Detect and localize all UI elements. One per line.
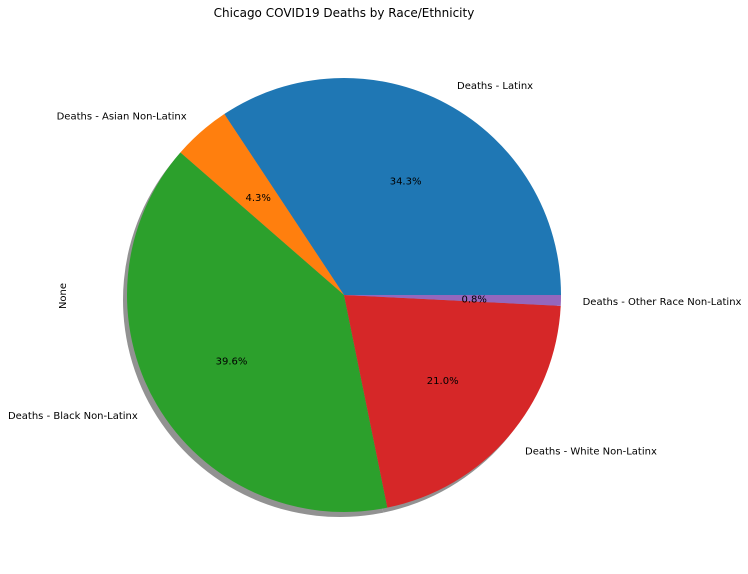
label-deaths-latinx: Deaths - Latinx bbox=[457, 81, 533, 92]
label-deaths-black-non-latinx: Deaths - Black Non-Latinx bbox=[8, 411, 138, 422]
pie-percent-labels: 34.3% 4.3% 39.6% 21.0% 0.8% bbox=[216, 176, 487, 387]
percent-deaths-latinx: 34.3% bbox=[390, 176, 422, 187]
y-axis-label: None bbox=[58, 283, 69, 309]
percent-deaths-asian-non-latinx: 4.3% bbox=[245, 193, 270, 204]
pie-labels: Deaths - Latinx Deaths - Asian Non-Latinx… bbox=[8, 81, 742, 458]
slice-deaths-other-race-non-latinx bbox=[344, 295, 561, 306]
percent-deaths-white-non-latinx: 21.0% bbox=[427, 376, 459, 387]
chart-title: Chicago COVID19 Deaths by Race/Ethnicity bbox=[214, 6, 475, 20]
slice-deaths-asian-non-latinx bbox=[180, 114, 344, 295]
pie-slices bbox=[127, 77, 562, 513]
percent-deaths-black-non-latinx: 39.6% bbox=[216, 357, 248, 368]
slice-deaths-latinx bbox=[224, 77, 562, 295]
label-deaths-asian-non-latinx: Deaths - Asian Non-Latinx bbox=[57, 112, 187, 123]
label-deaths-white-non-latinx: Deaths - White Non-Latinx bbox=[525, 447, 657, 458]
percent-deaths-other-race-non-latinx: 0.8% bbox=[461, 294, 486, 305]
label-deaths-other-race-non-latinx: Deaths - Other Race Non-Latinx bbox=[583, 297, 742, 308]
slice-deaths-black-non-latinx bbox=[127, 152, 388, 513]
slice-deaths-white-non-latinx bbox=[344, 295, 561, 508]
